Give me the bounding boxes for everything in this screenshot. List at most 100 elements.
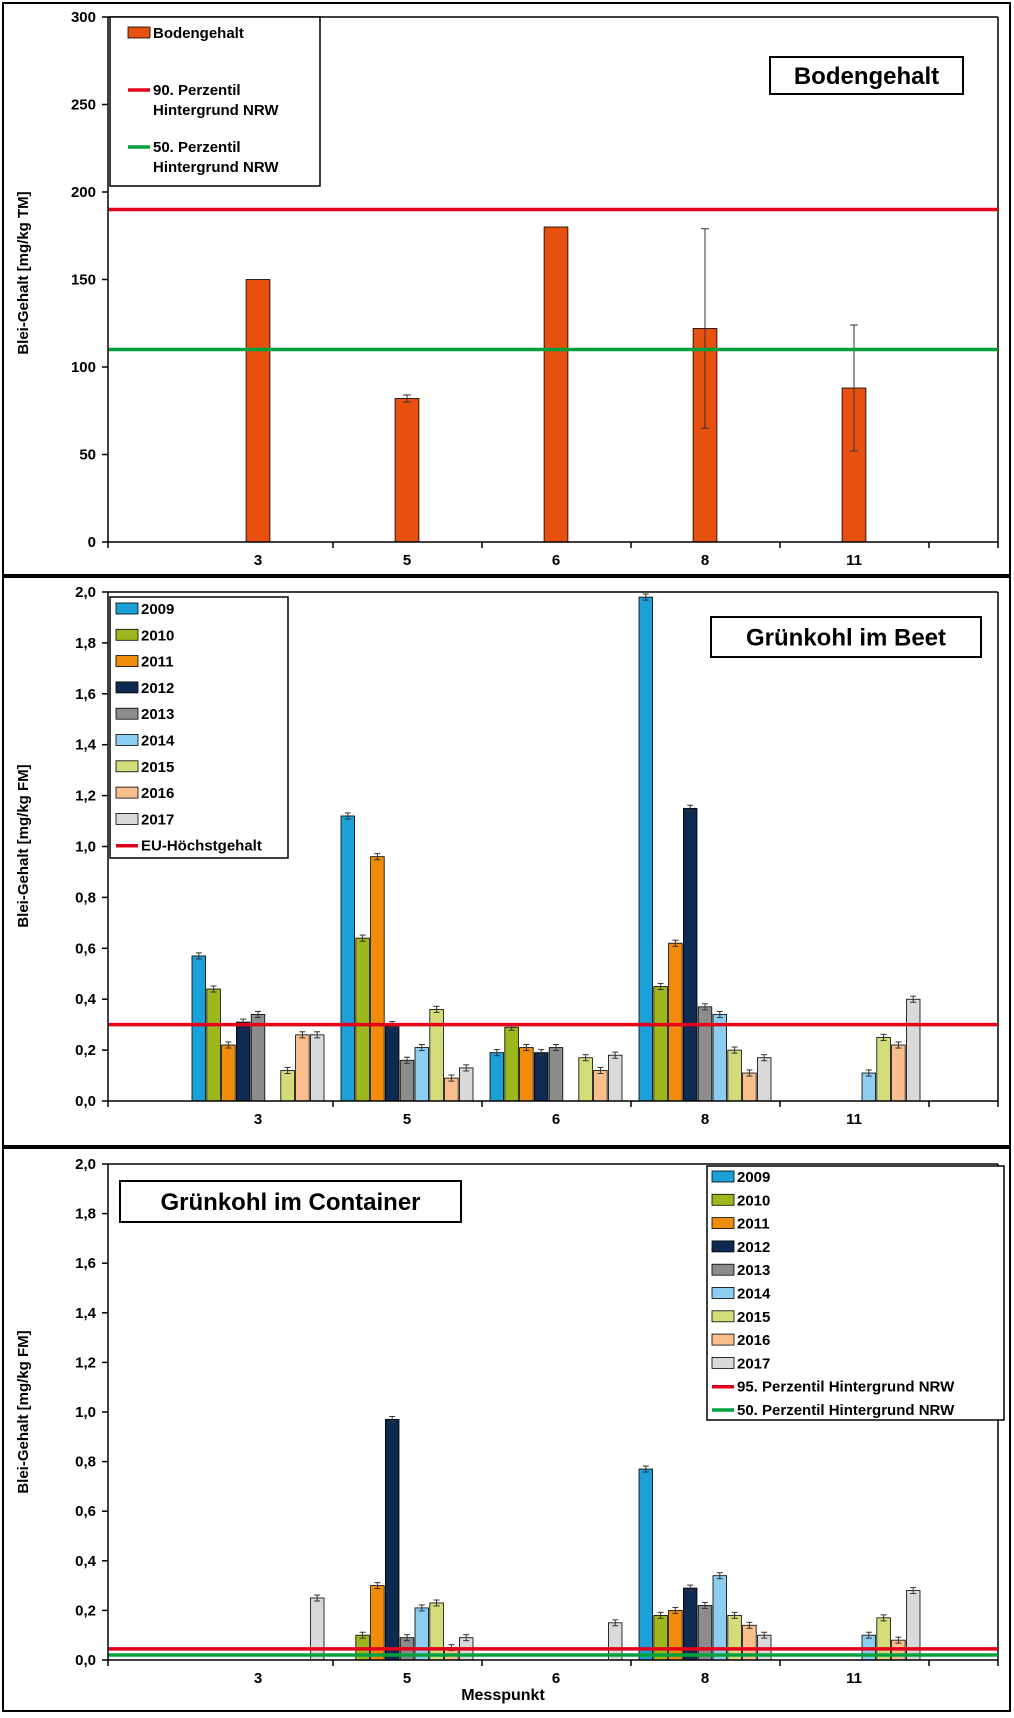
bar-2009-3 [191, 955, 207, 1102]
bar-2015-6 [578, 1057, 593, 1102]
legend-box [109, 596, 289, 859]
bar-2017-11 [906, 998, 921, 1102]
bar-2015-5 [429, 1602, 444, 1661]
chart-title: Grünkohl im Container [160, 1189, 420, 1216]
bar-2009-8 [638, 1468, 654, 1661]
bar-2011-3 [221, 1044, 236, 1102]
x-tick-label: 11 [846, 552, 862, 569]
panel-frame [2, 576, 1011, 1147]
legend-swatch-2017 [115, 813, 139, 825]
y-tick-label: 0 [88, 534, 96, 551]
bar-2011-6 [519, 1047, 534, 1102]
y-tick-label: 0,4 [75, 1553, 97, 1570]
legend-swatch-2011 [115, 655, 139, 667]
title-box [769, 56, 964, 95]
x-tick-label: 5 [403, 1670, 411, 1687]
legend-swatch-2010 [711, 1193, 735, 1206]
legend-swatch-2014 [115, 734, 139, 746]
bar-2012-5 [384, 1419, 400, 1661]
legend-label: Hintergrund NRW [153, 102, 279, 119]
y-tick-label: 0,8 [75, 889, 96, 906]
y-tick-label: 300 [71, 9, 96, 26]
y-tick-label: 150 [71, 272, 96, 289]
legend-label: 2012 [141, 680, 174, 697]
y-tick-label: 0,0 [75, 1652, 96, 1669]
x-tick-label: 6 [552, 1111, 560, 1128]
legend: Bodengehalt 90. Perzentil Hintergrund NRW 5… [109, 16, 321, 187]
bar-2012-8 [683, 807, 698, 1102]
legend-label: 2015 [737, 1309, 770, 1326]
y-tick-label: 2,0 [75, 584, 96, 601]
bar-Bodengehalt-6 [543, 226, 569, 543]
y-tick-label: 1,4 [75, 737, 97, 754]
legend-swatch-2010 [115, 628, 139, 641]
chart-panel-1: 0 50 100 150 200 250 300 3 5 6 8 11 Blei-Gehalt [mg/… [2, 2, 1011, 576]
legend-swatch-2009 [711, 1170, 735, 1183]
legend-swatch-2016 [115, 786, 139, 799]
bar-2013-5 [399, 1059, 415, 1102]
legend-label: 95. Perzentil Hintergrund NRW [737, 1379, 955, 1396]
bar-2015-11 [876, 1036, 891, 1102]
x-tick-label: 3 [254, 1111, 262, 1128]
bar-2010-6 [504, 1026, 519, 1102]
legend-label: 50. Perzentil Hintergrund NRW [737, 1402, 955, 1419]
bar-2012-3 [235, 1021, 251, 1102]
bar-2014-11 [861, 1072, 877, 1102]
x-tick-label: 6 [552, 552, 560, 569]
y-axis-label: Blei-Gehalt [mg/kg FM] [15, 764, 32, 927]
chart-panel-2: 0,0 0,2 0,4 0,6 0,8 1,0 1,2 1,4 1,6 1,8 2,0 3 5 6 8 11 B… [2, 576, 1011, 1147]
legend-label: 2014 [737, 1286, 771, 1303]
y-tick-label: 0,0 [75, 1093, 96, 1110]
y-axis-label: Blei-Gehalt [mg/kg FM] [15, 1330, 32, 1493]
bar-2013-3 [250, 1014, 266, 1102]
y-tick-label: 1,0 [75, 1404, 96, 1421]
legend-label: 2009 [141, 601, 174, 618]
bar-2011-8 [668, 942, 683, 1102]
bar-2013-6 [548, 1047, 564, 1102]
legend-label: 2011 [141, 654, 174, 671]
y-tick-label: 200 [71, 184, 96, 201]
y-tick-label: 0,6 [75, 1503, 96, 1520]
legend-label: 2015 [141, 759, 174, 776]
bar-2011-8 [668, 1610, 683, 1661]
bar-2012-5 [384, 1024, 400, 1102]
legend-label: 2010 [141, 627, 174, 644]
bar-2013-8 [697, 1006, 713, 1102]
bar-2010-3 [206, 988, 221, 1102]
bar-2017-3 [309, 1034, 325, 1102]
y-tick-label: 1,4 [75, 1305, 97, 1322]
y-tick-label: 1,6 [75, 686, 96, 703]
x-tick-label: 8 [701, 1670, 709, 1687]
y-tick-label: 0,2 [75, 1602, 96, 1619]
legend-label: 2009 [737, 1169, 770, 1186]
bar-Bodengehalt-3 [245, 279, 271, 543]
y-tick-label: 1,2 [75, 788, 96, 805]
bar-2017-3 [309, 1597, 325, 1661]
bar-2015-8 [727, 1049, 742, 1102]
legend-label: Bodengehalt [153, 25, 244, 42]
legend-swatch-2011 [711, 1217, 735, 1229]
title-box [119, 1180, 462, 1223]
legend-label: 2014 [141, 733, 175, 750]
legend-swatch-2013 [115, 707, 139, 720]
legend-swatch-2015 [115, 760, 139, 773]
legend: 2009 2010 2011 2012 2013 2014 2015 2016 2017 95. … [706, 1165, 1005, 1421]
bar-2011-5 [370, 856, 385, 1102]
legend: 2009 2010 2011 2012 2013 2014 2015 2016 2017 EU-H… [109, 596, 289, 859]
chart-panel-3: 0,0 0,2 0,4 0,6 0,8 1,0 1,2 1,4 1,6 1,8 2,0 3 5 6 8 11 B… [2, 1147, 1011, 1712]
legend-label: 2013 [737, 1262, 770, 1279]
x-tick-label: 5 [403, 1111, 411, 1128]
legend-label: 2013 [141, 706, 174, 723]
bar-2016-6 [593, 1070, 608, 1102]
legend-box [706, 1165, 1005, 1421]
panel-frame [2, 2, 1011, 576]
y-tick-label: 1,8 [75, 1206, 96, 1223]
bar-2017-8 [757, 1057, 772, 1102]
legend-swatch-2014 [711, 1287, 735, 1299]
bar-Bodengehalt-5 [394, 398, 420, 543]
bar-2016-11 [891, 1044, 906, 1102]
bar-2014-5 [414, 1607, 430, 1661]
chart-title: Grünkohl im Beet [746, 625, 946, 652]
legend-swatch-2013 [711, 1263, 735, 1276]
bar-2014-8 [712, 1014, 728, 1102]
